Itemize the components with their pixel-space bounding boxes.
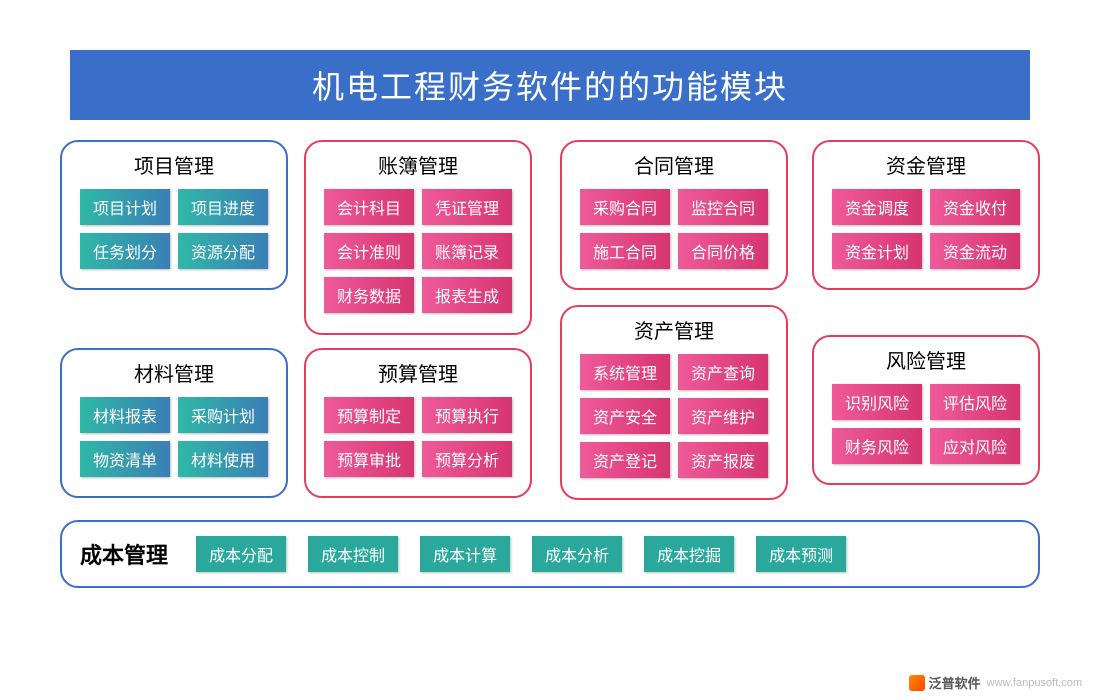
module-item: 物资清单 [80,441,170,477]
page-title: 机电工程财务软件的的功能模块 [70,50,1030,120]
module-title: 项目管理 [72,150,276,179]
module-cost-mgmt: 成本管理成本分配成本控制成本计算成本分析成本挖掘成本预测 [60,520,1040,588]
module-items: 系统管理资产查询资产安全资产维护资产登记资产报废 [572,354,776,478]
module-material-mgmt: 材料管理材料报表采购计划物资清单材料使用 [60,348,288,498]
module-item: 应对风险 [930,428,1020,464]
module-item: 资金计划 [832,233,922,269]
module-item: 成本分析 [532,536,622,572]
module-items: 材料报表采购计划物资清单材料使用 [72,397,276,477]
module-item: 项目进度 [178,189,268,225]
module-item: 成本分配 [196,536,286,572]
module-items: 识别风险评估风险财务风险应对风险 [824,384,1028,464]
module-item: 项目计划 [80,189,170,225]
module-item: 财务风险 [832,428,922,464]
module-item: 资产报废 [678,442,768,478]
module-fund-mgmt: 资金管理资金调度资金收付资金计划资金流动 [812,140,1040,290]
module-item: 资产安全 [580,398,670,434]
module-item: 评估风险 [930,384,1020,420]
module-item: 财务数据 [324,277,414,313]
module-title: 合同管理 [572,150,776,179]
module-item: 成本计算 [420,536,510,572]
module-title: 账簿管理 [316,150,520,179]
module-contract-mgmt: 合同管理采购合同监控合同施工合同合同价格 [560,140,788,290]
module-item: 合同价格 [678,233,768,269]
module-items: 项目计划项目进度任务划分资源分配 [72,189,276,269]
brand-logo-icon [909,675,925,691]
module-item: 资产维护 [678,398,768,434]
module-item: 报表生成 [422,277,512,313]
module-item: 系统管理 [580,354,670,390]
module-item: 任务划分 [80,233,170,269]
module-item: 凭证管理 [422,189,512,225]
module-item: 识别风险 [832,384,922,420]
watermark: 泛普软件 www.fanpusoft.com [909,673,1082,692]
module-item: 成本预测 [756,536,846,572]
module-title: 资产管理 [572,315,776,344]
module-title: 成本管理 [80,538,168,570]
module-project-mgmt: 项目管理项目计划项目进度任务划分资源分配 [60,140,288,290]
module-item: 监控合同 [678,189,768,225]
module-item: 预算分析 [422,441,512,477]
module-item: 会计准则 [324,233,414,269]
module-ledger-mgmt: 账簿管理会计科目凭证管理会计准则账簿记录财务数据报表生成 [304,140,532,335]
module-item: 预算审批 [324,441,414,477]
module-title: 材料管理 [72,358,276,387]
module-items: 采购合同监控合同施工合同合同价格 [572,189,776,269]
module-title: 预算管理 [316,358,520,387]
module-item: 施工合同 [580,233,670,269]
module-item: 资金调度 [832,189,922,225]
module-grid: 项目管理项目计划项目进度任务划分资源分配账簿管理会计科目凭证管理会计准则账簿记录… [60,140,1040,600]
module-item: 资产登记 [580,442,670,478]
module-item: 成本挖掘 [644,536,734,572]
brand-name: 泛普软件 [929,673,981,692]
module-item: 账簿记录 [422,233,512,269]
module-item: 资源分配 [178,233,268,269]
module-item: 材料报表 [80,397,170,433]
module-items: 预算制定预算执行预算审批预算分析 [316,397,520,477]
module-items: 会计科目凭证管理会计准则账簿记录财务数据报表生成 [316,189,520,313]
module-title: 资金管理 [824,150,1028,179]
module-item: 采购计划 [178,397,268,433]
module-item: 预算制定 [324,397,414,433]
brand-url: www.fanpusoft.com [987,677,1082,689]
module-asset-mgmt: 资产管理系统管理资产查询资产安全资产维护资产登记资产报废 [560,305,788,500]
module-item: 成本控制 [308,536,398,572]
module-budget-mgmt: 预算管理预算制定预算执行预算审批预算分析 [304,348,532,498]
module-item: 资金流动 [930,233,1020,269]
module-risk-mgmt: 风险管理识别风险评估风险财务风险应对风险 [812,335,1040,485]
module-item: 采购合同 [580,189,670,225]
module-item: 资产查询 [678,354,768,390]
module-title: 风险管理 [824,345,1028,374]
module-items: 资金调度资金收付资金计划资金流动 [824,189,1028,269]
module-item: 材料使用 [178,441,268,477]
module-item: 预算执行 [422,397,512,433]
module-item: 资金收付 [930,189,1020,225]
module-item: 会计科目 [324,189,414,225]
